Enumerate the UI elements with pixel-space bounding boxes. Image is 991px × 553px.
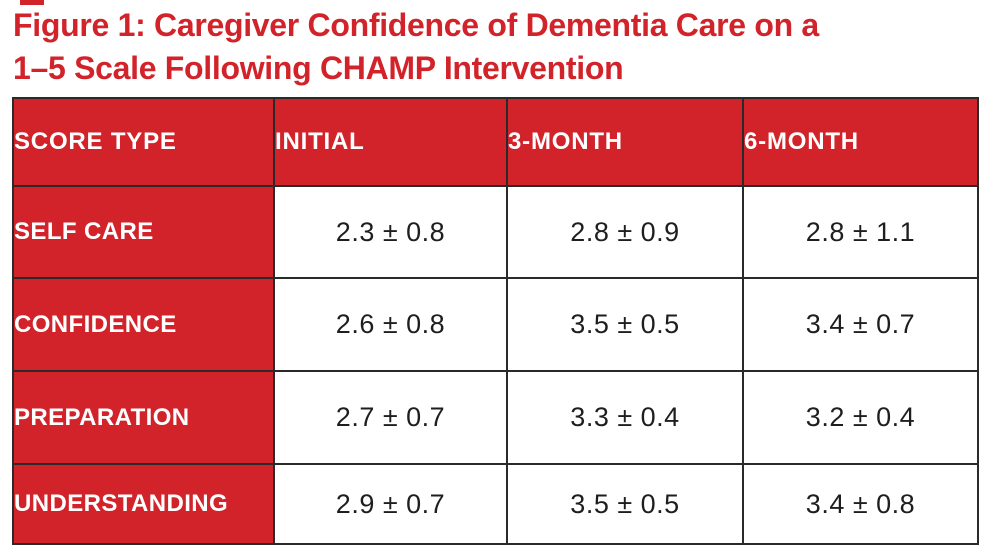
table-row-confidence: CONFIDENCE 2.6 ± 0.8 3.5 ± 0.5 3.4 ± 0.7 [12, 277, 979, 372]
column-header-initial: INITIAL [273, 97, 508, 187]
value-confidence-6-month: 3.4 ± 0.7 [742, 277, 979, 372]
scores-table-container: SCORE TYPE INITIAL 3-MONTH 6-MONTH SELF … [12, 97, 979, 545]
table-header-row: SCORE TYPE INITIAL 3-MONTH 6-MONTH [12, 97, 979, 187]
table-row-preparation: PREPARATION 2.7 ± 0.7 3.3 ± 0.4 3.2 ± 0.… [12, 370, 979, 465]
value-confidence-3-month: 3.5 ± 0.5 [506, 277, 744, 372]
value-preparation-6-month: 3.2 ± 0.4 [742, 370, 979, 465]
value-self-care-3-month: 2.8 ± 0.9 [506, 185, 744, 279]
figure-title-line-1: Figure 1: Caregiver Confidence of Dement… [13, 7, 819, 43]
value-confidence-initial: 2.6 ± 0.8 [273, 277, 508, 372]
table-row-self-care: SELF CARE 2.3 ± 0.8 2.8 ± 0.9 2.8 ± 1.1 [12, 185, 979, 279]
cropped-edge-artifact [20, 0, 44, 5]
value-preparation-3-month: 3.3 ± 0.4 [506, 370, 744, 465]
value-understanding-3-month: 3.5 ± 0.5 [506, 463, 744, 545]
scores-table: SCORE TYPE INITIAL 3-MONTH 6-MONTH SELF … [12, 97, 979, 545]
row-label-preparation: PREPARATION [12, 370, 275, 465]
column-header-6-month: 6-MONTH [742, 97, 979, 187]
row-label-confidence: CONFIDENCE [12, 277, 275, 372]
row-label-understanding: UNDERSTANDING [12, 463, 275, 545]
value-self-care-initial: 2.3 ± 0.8 [273, 185, 508, 279]
table-row-understanding: UNDERSTANDING 2.9 ± 0.7 3.5 ± 0.5 3.4 ± … [12, 463, 979, 545]
figure-title: Figure 1: Caregiver Confidence of Dement… [13, 4, 978, 90]
figure-title-line-2: 1–5 Scale Following CHAMP Intervention [13, 50, 624, 86]
row-label-self-care: SELF CARE [12, 185, 275, 279]
value-preparation-initial: 2.7 ± 0.7 [273, 370, 508, 465]
value-self-care-6-month: 2.8 ± 1.1 [742, 185, 979, 279]
value-understanding-6-month: 3.4 ± 0.8 [742, 463, 979, 545]
value-understanding-initial: 2.9 ± 0.7 [273, 463, 508, 545]
column-header-3-month: 3-MONTH [506, 97, 744, 187]
column-header-score-type: SCORE TYPE [12, 97, 275, 187]
